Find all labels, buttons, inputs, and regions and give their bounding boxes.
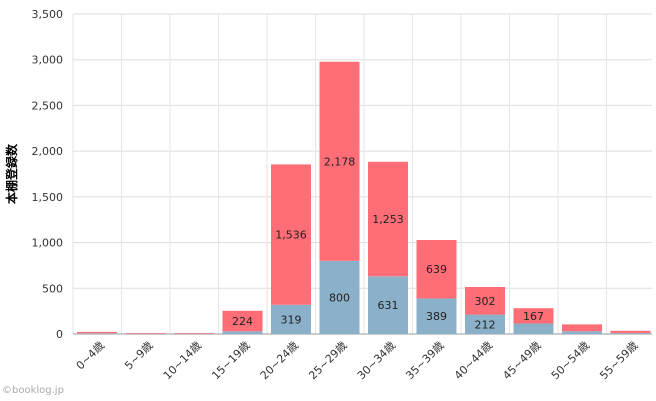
bar-segment-upper[interactable]	[610, 330, 651, 334]
x-tick-label: 35~39歳	[403, 339, 446, 382]
bar-value-label: 212	[475, 318, 496, 331]
bar-segment-upper[interactable]	[174, 333, 214, 334]
bar-segment-lower[interactable]	[319, 260, 360, 334]
x-tick-label: 20~24歳	[258, 339, 301, 382]
bar-segment-lower[interactable]	[368, 276, 408, 334]
bar-value-label: 1,536	[275, 229, 307, 242]
x-tick-label: 0~4歳	[74, 339, 107, 372]
x-tick-label: 25~29歳	[306, 339, 349, 382]
bar-segment-lower[interactable]	[610, 333, 651, 334]
bar-value-label: 224	[232, 315, 253, 328]
bar-value-label: 167	[523, 310, 544, 323]
y-tick-label: 0	[56, 328, 63, 341]
x-axis-ticks: 0~4歳 5~9歳 10~14歳 15~19歳 20~24歳 25~29歳 30~34歳 35…	[74, 339, 641, 382]
bar-segment-lower[interactable]	[513, 323, 554, 334]
bar-value-label: 389	[426, 310, 447, 323]
site-credit: ©booklog.jp	[2, 385, 64, 396]
y-axis-label: 本棚登録数	[4, 143, 19, 204]
bar-segment-upper[interactable]	[125, 333, 166, 334]
bar-value-label: 302	[475, 295, 496, 308]
bar-segment-lower[interactable]	[416, 298, 457, 334]
bar-segment-lower[interactable]	[222, 331, 263, 334]
bar-segment-lower[interactable]	[465, 314, 505, 334]
x-tick-label: 30~34歳	[355, 339, 398, 382]
bar-value-label: 800	[329, 291, 350, 304]
x-tick-label: 10~14歳	[161, 339, 204, 382]
bar-segment-upper[interactable]	[465, 287, 505, 315]
y-tick-label: 1,500	[32, 191, 64, 204]
x-tick-label: 50~54歳	[549, 339, 592, 382]
y-tick-label: 3,000	[32, 54, 64, 67]
bar-value-label: 1,253	[372, 213, 404, 226]
x-tick-label: 15~19歳	[209, 339, 252, 382]
x-tick-label: 40~44歳	[452, 339, 495, 382]
x-tick-label: 45~49歳	[500, 339, 543, 382]
bar-value-label: 631	[378, 299, 399, 312]
bar-segment-upper[interactable]	[319, 61, 360, 261]
bar-segment-upper[interactable]	[416, 240, 457, 299]
x-tick-label: 55~59歳	[597, 339, 640, 382]
y-tick-label: 500	[42, 282, 63, 295]
y-tick-label: 2,500	[32, 99, 64, 112]
y-tick-label: 2,000	[32, 145, 64, 158]
bar-segment-upper[interactable]	[513, 308, 554, 324]
bar-value-label: 639	[426, 263, 447, 276]
bar-value-label: 2,178	[324, 155, 356, 168]
bar-segment-upper[interactable]	[77, 331, 117, 334]
data-labels: 224 319 1,536 800 2,178 631 1,253 389 639 212 302 1…	[232, 155, 544, 331]
y-tick-label: 3,500	[32, 8, 64, 21]
y-axis-ticks: 0 500 1,000 1,500 2,000 2,500 3,000 3,500	[32, 8, 64, 341]
bar-segment-lower[interactable]	[77, 333, 117, 334]
bar-value-label: 319	[281, 313, 302, 326]
bar-segment-lower[interactable]	[562, 331, 602, 334]
bar-segment-upper[interactable]	[271, 164, 311, 305]
grid-lines	[72, 13, 652, 335]
bar-segment-upper[interactable]	[368, 161, 408, 277]
bar-segment-upper[interactable]	[222, 310, 263, 332]
bar-segment-lower[interactable]	[271, 304, 311, 334]
bar-series	[77, 61, 651, 334]
bar-segment-upper[interactable]	[562, 324, 602, 332]
y-tick-label: 1,000	[32, 237, 64, 250]
x-tick-label: 5~9歳	[122, 339, 155, 372]
